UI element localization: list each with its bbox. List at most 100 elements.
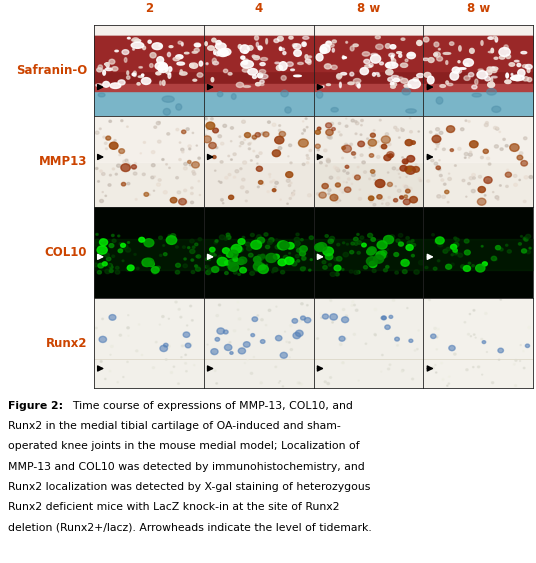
Circle shape bbox=[451, 244, 457, 249]
Text: deletion (Runx2+/lacz). Arrowheads indicate the level of tidemark.: deletion (Runx2+/lacz). Arrowheads indic… bbox=[8, 522, 372, 533]
Circle shape bbox=[523, 367, 525, 369]
Circle shape bbox=[105, 195, 107, 196]
Circle shape bbox=[487, 180, 489, 182]
Ellipse shape bbox=[242, 61, 248, 64]
Ellipse shape bbox=[110, 83, 121, 88]
Circle shape bbox=[479, 176, 481, 178]
Circle shape bbox=[269, 173, 271, 175]
Circle shape bbox=[304, 131, 306, 132]
Circle shape bbox=[286, 172, 293, 177]
Circle shape bbox=[430, 334, 436, 338]
Circle shape bbox=[175, 301, 177, 303]
Circle shape bbox=[232, 247, 237, 251]
Circle shape bbox=[332, 128, 336, 131]
Ellipse shape bbox=[126, 76, 130, 79]
Circle shape bbox=[123, 160, 126, 163]
Circle shape bbox=[480, 157, 483, 159]
Ellipse shape bbox=[197, 44, 200, 47]
Circle shape bbox=[278, 259, 286, 266]
Circle shape bbox=[254, 268, 259, 272]
Circle shape bbox=[294, 238, 300, 242]
Ellipse shape bbox=[416, 41, 422, 46]
Circle shape bbox=[198, 157, 200, 159]
Ellipse shape bbox=[393, 78, 400, 82]
Circle shape bbox=[413, 167, 420, 172]
Circle shape bbox=[127, 327, 129, 329]
Circle shape bbox=[505, 172, 511, 177]
Circle shape bbox=[341, 157, 344, 159]
Circle shape bbox=[174, 198, 177, 201]
Circle shape bbox=[138, 324, 140, 325]
Circle shape bbox=[295, 241, 300, 245]
Circle shape bbox=[245, 242, 250, 246]
Circle shape bbox=[221, 142, 224, 145]
Circle shape bbox=[398, 242, 404, 246]
Ellipse shape bbox=[260, 74, 268, 79]
Circle shape bbox=[445, 264, 452, 269]
Circle shape bbox=[199, 194, 200, 195]
Circle shape bbox=[214, 370, 216, 372]
Ellipse shape bbox=[96, 68, 102, 72]
Circle shape bbox=[224, 330, 228, 334]
Circle shape bbox=[386, 203, 390, 205]
Ellipse shape bbox=[399, 54, 402, 57]
Circle shape bbox=[523, 200, 526, 203]
Circle shape bbox=[233, 176, 236, 178]
Circle shape bbox=[381, 317, 383, 319]
Circle shape bbox=[228, 173, 231, 176]
Ellipse shape bbox=[176, 104, 182, 110]
Ellipse shape bbox=[162, 81, 165, 86]
Circle shape bbox=[254, 138, 255, 140]
Circle shape bbox=[280, 270, 285, 274]
Circle shape bbox=[136, 267, 139, 270]
Circle shape bbox=[403, 270, 407, 274]
Circle shape bbox=[381, 251, 387, 256]
Circle shape bbox=[239, 257, 247, 264]
Circle shape bbox=[319, 192, 326, 198]
Circle shape bbox=[404, 185, 408, 188]
Circle shape bbox=[382, 203, 383, 204]
Circle shape bbox=[361, 119, 363, 122]
Circle shape bbox=[170, 372, 173, 373]
Ellipse shape bbox=[391, 86, 395, 88]
Circle shape bbox=[436, 128, 440, 131]
Circle shape bbox=[280, 244, 285, 247]
Circle shape bbox=[215, 240, 218, 242]
Circle shape bbox=[406, 236, 410, 239]
Circle shape bbox=[334, 257, 338, 261]
Circle shape bbox=[125, 159, 128, 162]
Circle shape bbox=[211, 118, 213, 120]
Circle shape bbox=[337, 257, 342, 261]
Circle shape bbox=[258, 265, 269, 274]
Circle shape bbox=[123, 377, 124, 378]
Circle shape bbox=[292, 193, 294, 195]
Circle shape bbox=[209, 142, 216, 149]
Circle shape bbox=[230, 159, 232, 160]
Circle shape bbox=[407, 241, 412, 245]
Circle shape bbox=[286, 179, 290, 182]
Circle shape bbox=[210, 252, 215, 256]
Circle shape bbox=[117, 382, 118, 383]
Circle shape bbox=[273, 254, 279, 259]
Ellipse shape bbox=[211, 78, 214, 82]
Circle shape bbox=[257, 237, 265, 243]
Ellipse shape bbox=[205, 42, 207, 46]
Circle shape bbox=[401, 129, 404, 131]
Circle shape bbox=[345, 125, 348, 127]
Circle shape bbox=[335, 167, 339, 171]
Ellipse shape bbox=[260, 83, 264, 86]
Ellipse shape bbox=[160, 81, 161, 85]
Ellipse shape bbox=[109, 59, 115, 64]
Circle shape bbox=[300, 251, 306, 256]
Ellipse shape bbox=[275, 62, 280, 64]
Ellipse shape bbox=[337, 74, 342, 78]
Circle shape bbox=[140, 153, 142, 154]
Circle shape bbox=[334, 197, 337, 198]
Circle shape bbox=[272, 189, 276, 191]
Ellipse shape bbox=[406, 109, 416, 113]
Circle shape bbox=[98, 181, 100, 182]
Circle shape bbox=[163, 191, 167, 194]
Circle shape bbox=[185, 370, 187, 372]
Circle shape bbox=[151, 151, 155, 154]
Circle shape bbox=[495, 196, 499, 199]
